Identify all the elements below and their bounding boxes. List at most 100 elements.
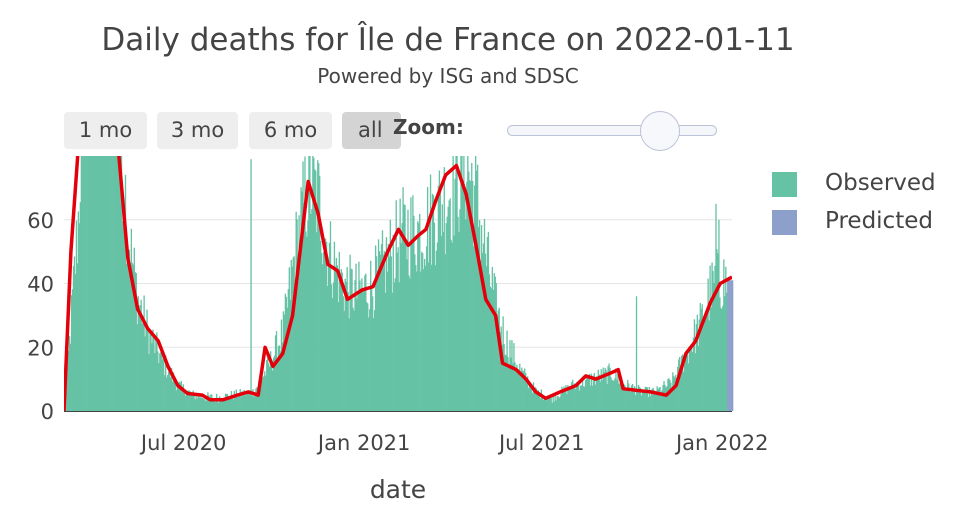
observed-bar: [117, 156, 120, 411]
observed-bar: [658, 387, 660, 411]
range-1-month-button[interactable]: 1 mo: [64, 112, 147, 149]
observed-bar: [103, 156, 105, 411]
observed-bar: [572, 379, 574, 411]
observed-bar: [716, 249, 718, 411]
observed-bar: [545, 400, 547, 411]
observed-bar: [494, 276, 496, 411]
observed-bar: [116, 156, 119, 411]
observed-bar: [712, 270, 714, 411]
observed-bar: [709, 265, 711, 411]
observed-bar: [181, 386, 184, 411]
observed-bar: [230, 390, 233, 411]
zoom-slider-track[interactable]: [507, 125, 717, 136]
observed-bar: [388, 256, 391, 411]
observed-bar: [489, 286, 492, 411]
legend-swatch-predicted: [772, 210, 797, 235]
observed-bar: [693, 319, 696, 411]
observed-bar: [498, 307, 500, 411]
predicted-bars: [727, 280, 734, 411]
observed-bar: [73, 256, 76, 411]
observed-bar: [281, 342, 284, 411]
observed-bar: [146, 309, 148, 411]
predicted-bar: [732, 280, 734, 411]
observed-bar: [171, 381, 174, 411]
observed-bar: [485, 266, 488, 411]
observed-bar: [721, 309, 723, 411]
observed-bar: [211, 394, 213, 411]
observed-bar: [115, 156, 117, 411]
observed-bar: [345, 281, 347, 411]
observed-bar: [297, 281, 299, 411]
observed-bar: [629, 389, 631, 411]
observed-bar: [270, 365, 273, 411]
observed-bar: [333, 241, 336, 411]
observed-bar: [696, 314, 699, 411]
observed-bar: [571, 382, 573, 411]
observed-bar: [617, 374, 619, 411]
observed-bar: [346, 267, 348, 411]
observed-bar: [724, 295, 726, 411]
observed-bar: [182, 384, 185, 411]
observed-bar: [154, 353, 156, 411]
observed-bar: [524, 368, 526, 411]
observed-bar: [70, 295, 73, 411]
observed-bar: [135, 273, 137, 411]
observed-bar: [503, 343, 505, 411]
observed-bar: [265, 375, 267, 411]
observed-bar: [178, 381, 181, 411]
observed-bar: [206, 396, 208, 411]
observed-bar: [162, 359, 164, 411]
observed-bar: [632, 388, 635, 411]
observed-bar: [436, 242, 439, 411]
observed-bar: [241, 391, 243, 411]
observed-bar: [623, 383, 625, 411]
observed-bar: [493, 273, 495, 411]
observed-bar: [108, 156, 110, 411]
observed-bar: [585, 375, 588, 411]
observed-bar: [636, 390, 639, 411]
observed-bar: [720, 307, 722, 411]
observed-bar: [246, 390, 248, 411]
observed-bar: [213, 398, 215, 411]
observed-bar: [457, 216, 459, 411]
range-6-months-button[interactable]: 6 mo: [249, 112, 332, 149]
observed-bar: [89, 156, 91, 411]
zoom-slider-handle[interactable]: [640, 111, 680, 151]
observed-bar: [655, 394, 657, 411]
observed-bar: [474, 185, 476, 411]
observed-bar: [408, 275, 410, 411]
observed-bar: [484, 253, 487, 411]
range-all-button[interactable]: all: [342, 112, 401, 149]
observed-bar: [172, 372, 175, 411]
observed-bar: [189, 391, 191, 411]
observed-bar: [610, 377, 612, 411]
observed-bar: [69, 343, 72, 411]
observed-bar: [118, 156, 121, 411]
observed-bar: [643, 392, 646, 411]
observed-bar: [373, 310, 376, 411]
observed-bar: [595, 376, 597, 411]
observed-bar: [695, 324, 698, 411]
observed-bar: [328, 242, 331, 411]
observed-bar: [340, 269, 342, 411]
observed-bar: [657, 389, 659, 411]
observed-bar: [460, 156, 462, 411]
observed-bar: [479, 260, 482, 411]
observed-bar: [314, 169, 316, 411]
observed-bar: [642, 392, 645, 411]
observed-bar: [257, 386, 259, 411]
observed-bar: [446, 216, 448, 411]
observed-bar: [522, 370, 524, 411]
observed-bar: [307, 220, 309, 411]
observed-bar: [334, 266, 337, 411]
observed-bar: [631, 383, 634, 411]
observed-bar: [277, 346, 280, 411]
observed-bar: [306, 236, 308, 411]
observed-bar: [526, 376, 529, 411]
observed-bar: [704, 315, 706, 411]
observed-bar: [168, 365, 171, 411]
observed-bar: [316, 232, 318, 411]
observed-bar: [523, 371, 525, 411]
range-3-months-button[interactable]: 3 mo: [157, 112, 238, 149]
observed-bar: [210, 394, 212, 411]
